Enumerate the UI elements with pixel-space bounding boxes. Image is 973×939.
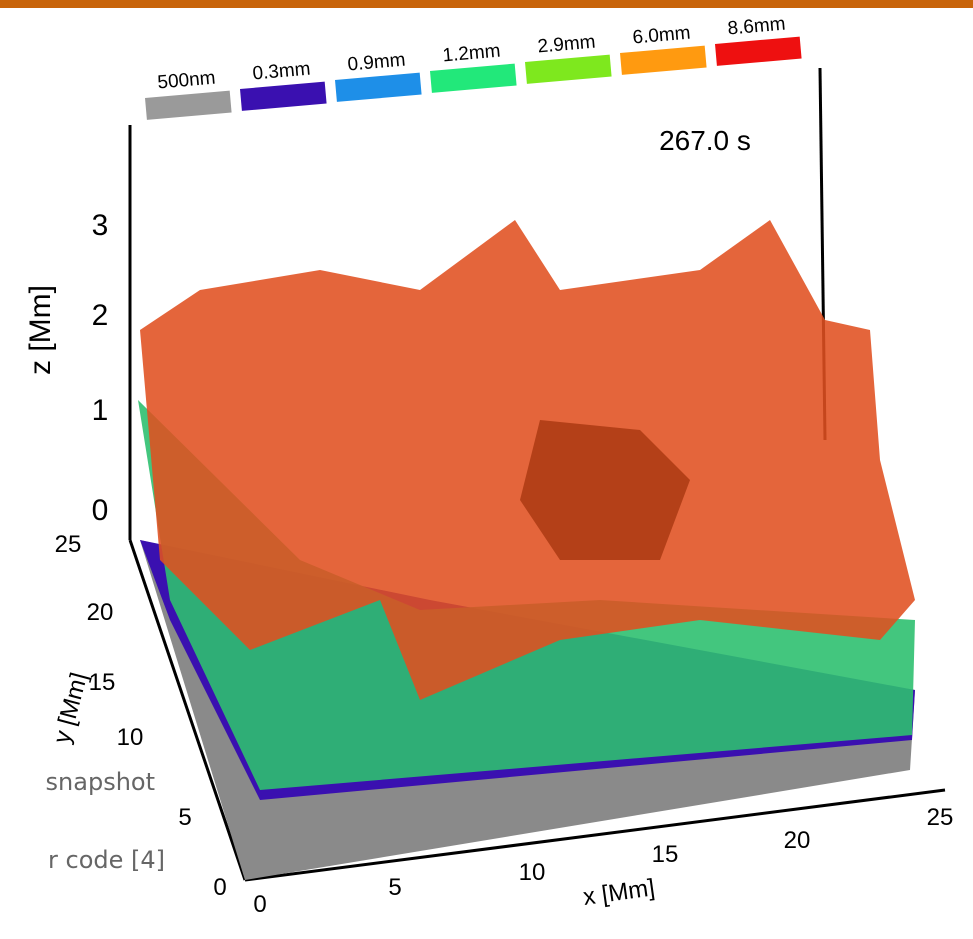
y-tick-label: 25 [55,531,82,558]
legend-label: 6.0mm [632,23,692,49]
legend-swatch [239,81,327,111]
x-tick-label: 15 [652,841,679,868]
y-tick-label: 10 [117,724,144,751]
legend-label: 0.9mm [347,50,407,76]
z-tick-label: 0 [92,494,109,527]
layer-dark [520,420,690,560]
y-tick-label: 15 [89,669,116,696]
time-label: 267.0 s [659,125,751,156]
legend-label: 500nm [157,68,217,94]
legend-swatch [145,90,232,120]
y-tick-label: 20 [87,599,114,626]
y-axis-label: y [Mm] [48,670,93,747]
layer-green [138,400,915,790]
legend-swatch [715,36,802,66]
x-tick-label: 20 [784,827,811,854]
caption-line: r code [4] [48,846,165,874]
top-bar [0,0,973,8]
legend-label: 0.3mm [252,59,312,85]
legend-swatch [430,63,517,93]
y-tick-label: 0 [213,874,226,901]
x-tick-label: 0 [253,891,266,918]
layer-orange [140,220,915,700]
legend-swatch [620,45,707,75]
x-axis-label: x [Mm] [581,874,656,911]
x-tick-label: 5 [388,874,401,901]
x-tick-label: 25 [927,804,954,831]
y-tick-label: 5 [178,804,191,831]
z-tick-label: 3 [92,209,109,242]
legend-label: 8.6mm [727,14,787,40]
z-tick-label: 1 [92,394,109,427]
legend-label: 1.2mm [442,41,502,67]
caption-line: snapshot [46,768,155,796]
z-tick-label: 2 [92,299,109,332]
legend-swatch [335,72,422,102]
legend-swatch [525,54,612,84]
z-axis-label: z [Mm] [24,285,57,375]
legend-label: 2.9mm [537,32,597,58]
x-tick-label: 10 [519,859,546,886]
